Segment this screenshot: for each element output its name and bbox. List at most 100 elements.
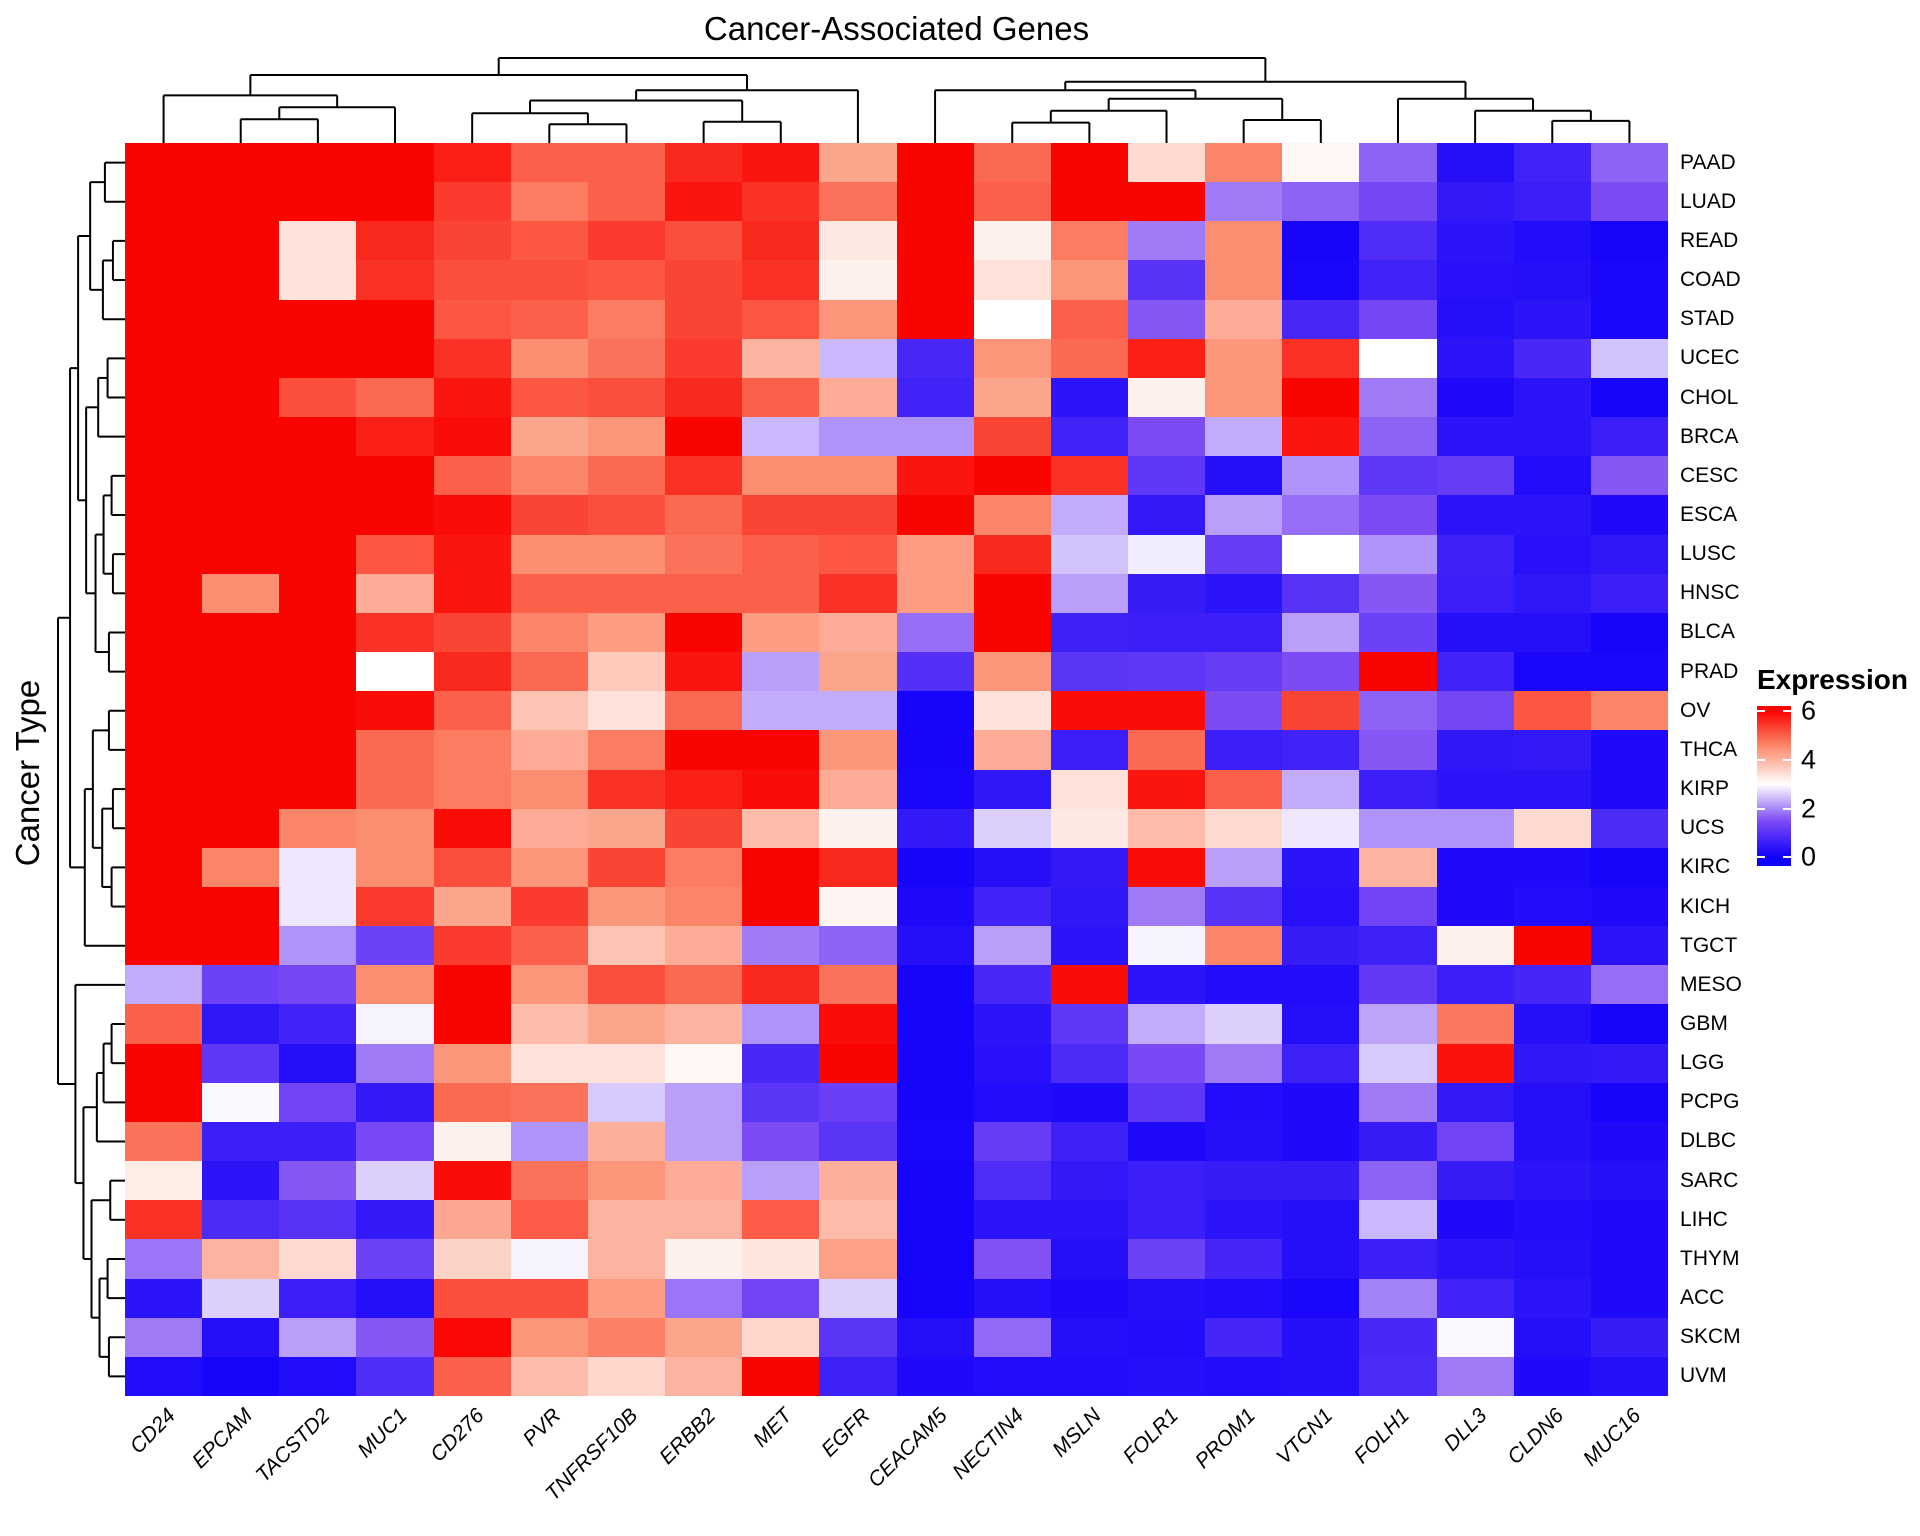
heatmap-cell bbox=[433, 926, 511, 966]
heatmap-cell bbox=[1513, 260, 1591, 300]
heatmap-cell bbox=[1590, 612, 1668, 653]
heatmap-cell bbox=[896, 260, 974, 300]
heatmap-cell bbox=[433, 260, 511, 300]
heatmap-cell bbox=[587, 182, 666, 222]
heatmap-cell bbox=[510, 808, 588, 848]
heatmap-cell bbox=[1205, 1082, 1283, 1122]
heatmap-cell bbox=[896, 612, 974, 653]
heatmap-cell bbox=[742, 1200, 820, 1240]
heatmap-cell bbox=[433, 730, 511, 770]
heatmap-cell bbox=[587, 299, 666, 339]
heatmap-cell bbox=[125, 1043, 203, 1083]
heatmap-cell bbox=[896, 221, 974, 261]
heatmap-cell bbox=[510, 1356, 588, 1396]
heatmap-cell bbox=[587, 1004, 666, 1044]
heatmap-cell bbox=[665, 1278, 743, 1318]
heatmap-cell bbox=[742, 1356, 820, 1396]
heatmap-cell bbox=[973, 1356, 1051, 1396]
heatmap-cell bbox=[896, 1239, 974, 1279]
heatmap-cell bbox=[1282, 1082, 1360, 1122]
heatmap-cell bbox=[819, 299, 897, 339]
heatmap-cell bbox=[279, 730, 357, 770]
heatmap-cell bbox=[1359, 377, 1437, 418]
heatmap-cell bbox=[125, 182, 203, 222]
heatmap-cell bbox=[1050, 417, 1128, 457]
heatmap-cell bbox=[742, 417, 820, 457]
heatmap-cell bbox=[125, 1082, 203, 1122]
heatmap-cell bbox=[1205, 260, 1283, 300]
heatmap-cell bbox=[587, 377, 666, 418]
heatmap-cell bbox=[973, 1082, 1051, 1122]
heatmap-cell bbox=[896, 182, 974, 222]
heatmap-cell bbox=[433, 534, 511, 574]
heatmap-cell bbox=[896, 965, 974, 1005]
heatmap-cell bbox=[433, 143, 511, 183]
heatmap-cell bbox=[587, 456, 666, 496]
heatmap-cell bbox=[819, 1317, 897, 1357]
heatmap-cell bbox=[433, 573, 511, 613]
heatmap-cell bbox=[279, 1121, 357, 1162]
heatmap-cell bbox=[356, 221, 434, 261]
heatmap-cell bbox=[896, 730, 974, 770]
heatmap-cell bbox=[202, 808, 280, 848]
heatmap-cell bbox=[1127, 260, 1206, 300]
heatmap-cell bbox=[973, 808, 1051, 848]
heatmap-cell bbox=[1282, 886, 1360, 927]
legend-tick-mark bbox=[1757, 856, 1765, 859]
heatmap-cell bbox=[1127, 612, 1206, 653]
heatmap-cell bbox=[587, 1082, 666, 1122]
heatmap-cell bbox=[510, 691, 588, 731]
heatmap-cell bbox=[973, 338, 1051, 378]
heatmap-cell bbox=[742, 1239, 820, 1279]
heatmap-cell bbox=[1359, 573, 1437, 613]
heatmap-cell bbox=[819, 573, 897, 613]
heatmap-cell bbox=[819, 1004, 897, 1044]
heatmap-cell bbox=[665, 1239, 743, 1279]
heatmap-cell bbox=[279, 808, 357, 848]
heatmap-cell bbox=[742, 926, 820, 966]
heatmap-cell bbox=[1436, 221, 1514, 261]
heatmap-cell bbox=[1127, 730, 1206, 770]
heatmap-cell bbox=[1359, 534, 1437, 574]
heatmap-cell bbox=[1205, 886, 1283, 927]
heatmap-cell bbox=[279, 1278, 357, 1318]
heatmap-cell bbox=[742, 1121, 820, 1162]
heatmap-cell bbox=[587, 965, 666, 1005]
row-label: THYM bbox=[1680, 1246, 1740, 1270]
heatmap-cell bbox=[742, 1161, 820, 1201]
heatmap-cell bbox=[665, 534, 743, 574]
heatmap-cell bbox=[1127, 221, 1206, 261]
heatmap-cell bbox=[665, 456, 743, 496]
legend-title: Expression bbox=[1757, 664, 1908, 695]
heatmap-cell bbox=[1205, 1121, 1283, 1162]
heatmap-cell bbox=[1050, 847, 1128, 887]
heatmap-cell bbox=[1513, 965, 1591, 1005]
heatmap-cell bbox=[742, 965, 820, 1005]
heatmap-cell bbox=[819, 847, 897, 887]
heatmap-cell bbox=[279, 1239, 357, 1279]
heatmap-cell bbox=[1205, 1004, 1283, 1044]
heatmap-cell bbox=[1590, 1082, 1668, 1122]
legend-tick-mark bbox=[1783, 807, 1791, 810]
heatmap-cell bbox=[356, 886, 434, 927]
heatmap-cell bbox=[1050, 808, 1128, 848]
heatmap-cell bbox=[973, 1161, 1051, 1201]
heatmap-cell bbox=[1359, 260, 1437, 300]
heatmap-cell bbox=[1513, 1043, 1591, 1083]
heatmap-cell bbox=[279, 573, 357, 613]
heatmap-cell bbox=[356, 417, 434, 457]
heatmap-cell bbox=[973, 182, 1051, 222]
heatmap-cell bbox=[742, 534, 820, 574]
heatmap-cell bbox=[279, 495, 357, 535]
heatmap-cell bbox=[587, 1161, 666, 1201]
heatmap-cell bbox=[510, 652, 588, 692]
column-dendrogram bbox=[162, 57, 1631, 143]
heatmap-cell bbox=[1205, 182, 1283, 222]
row-label: KICH bbox=[1680, 894, 1731, 918]
heatmap-cell bbox=[510, 299, 588, 339]
heatmap-cell bbox=[1282, 1043, 1360, 1083]
heatmap-cell bbox=[1282, 1161, 1360, 1201]
heatmap-cell bbox=[1590, 1004, 1668, 1044]
heatmap-cell bbox=[433, 1278, 511, 1318]
